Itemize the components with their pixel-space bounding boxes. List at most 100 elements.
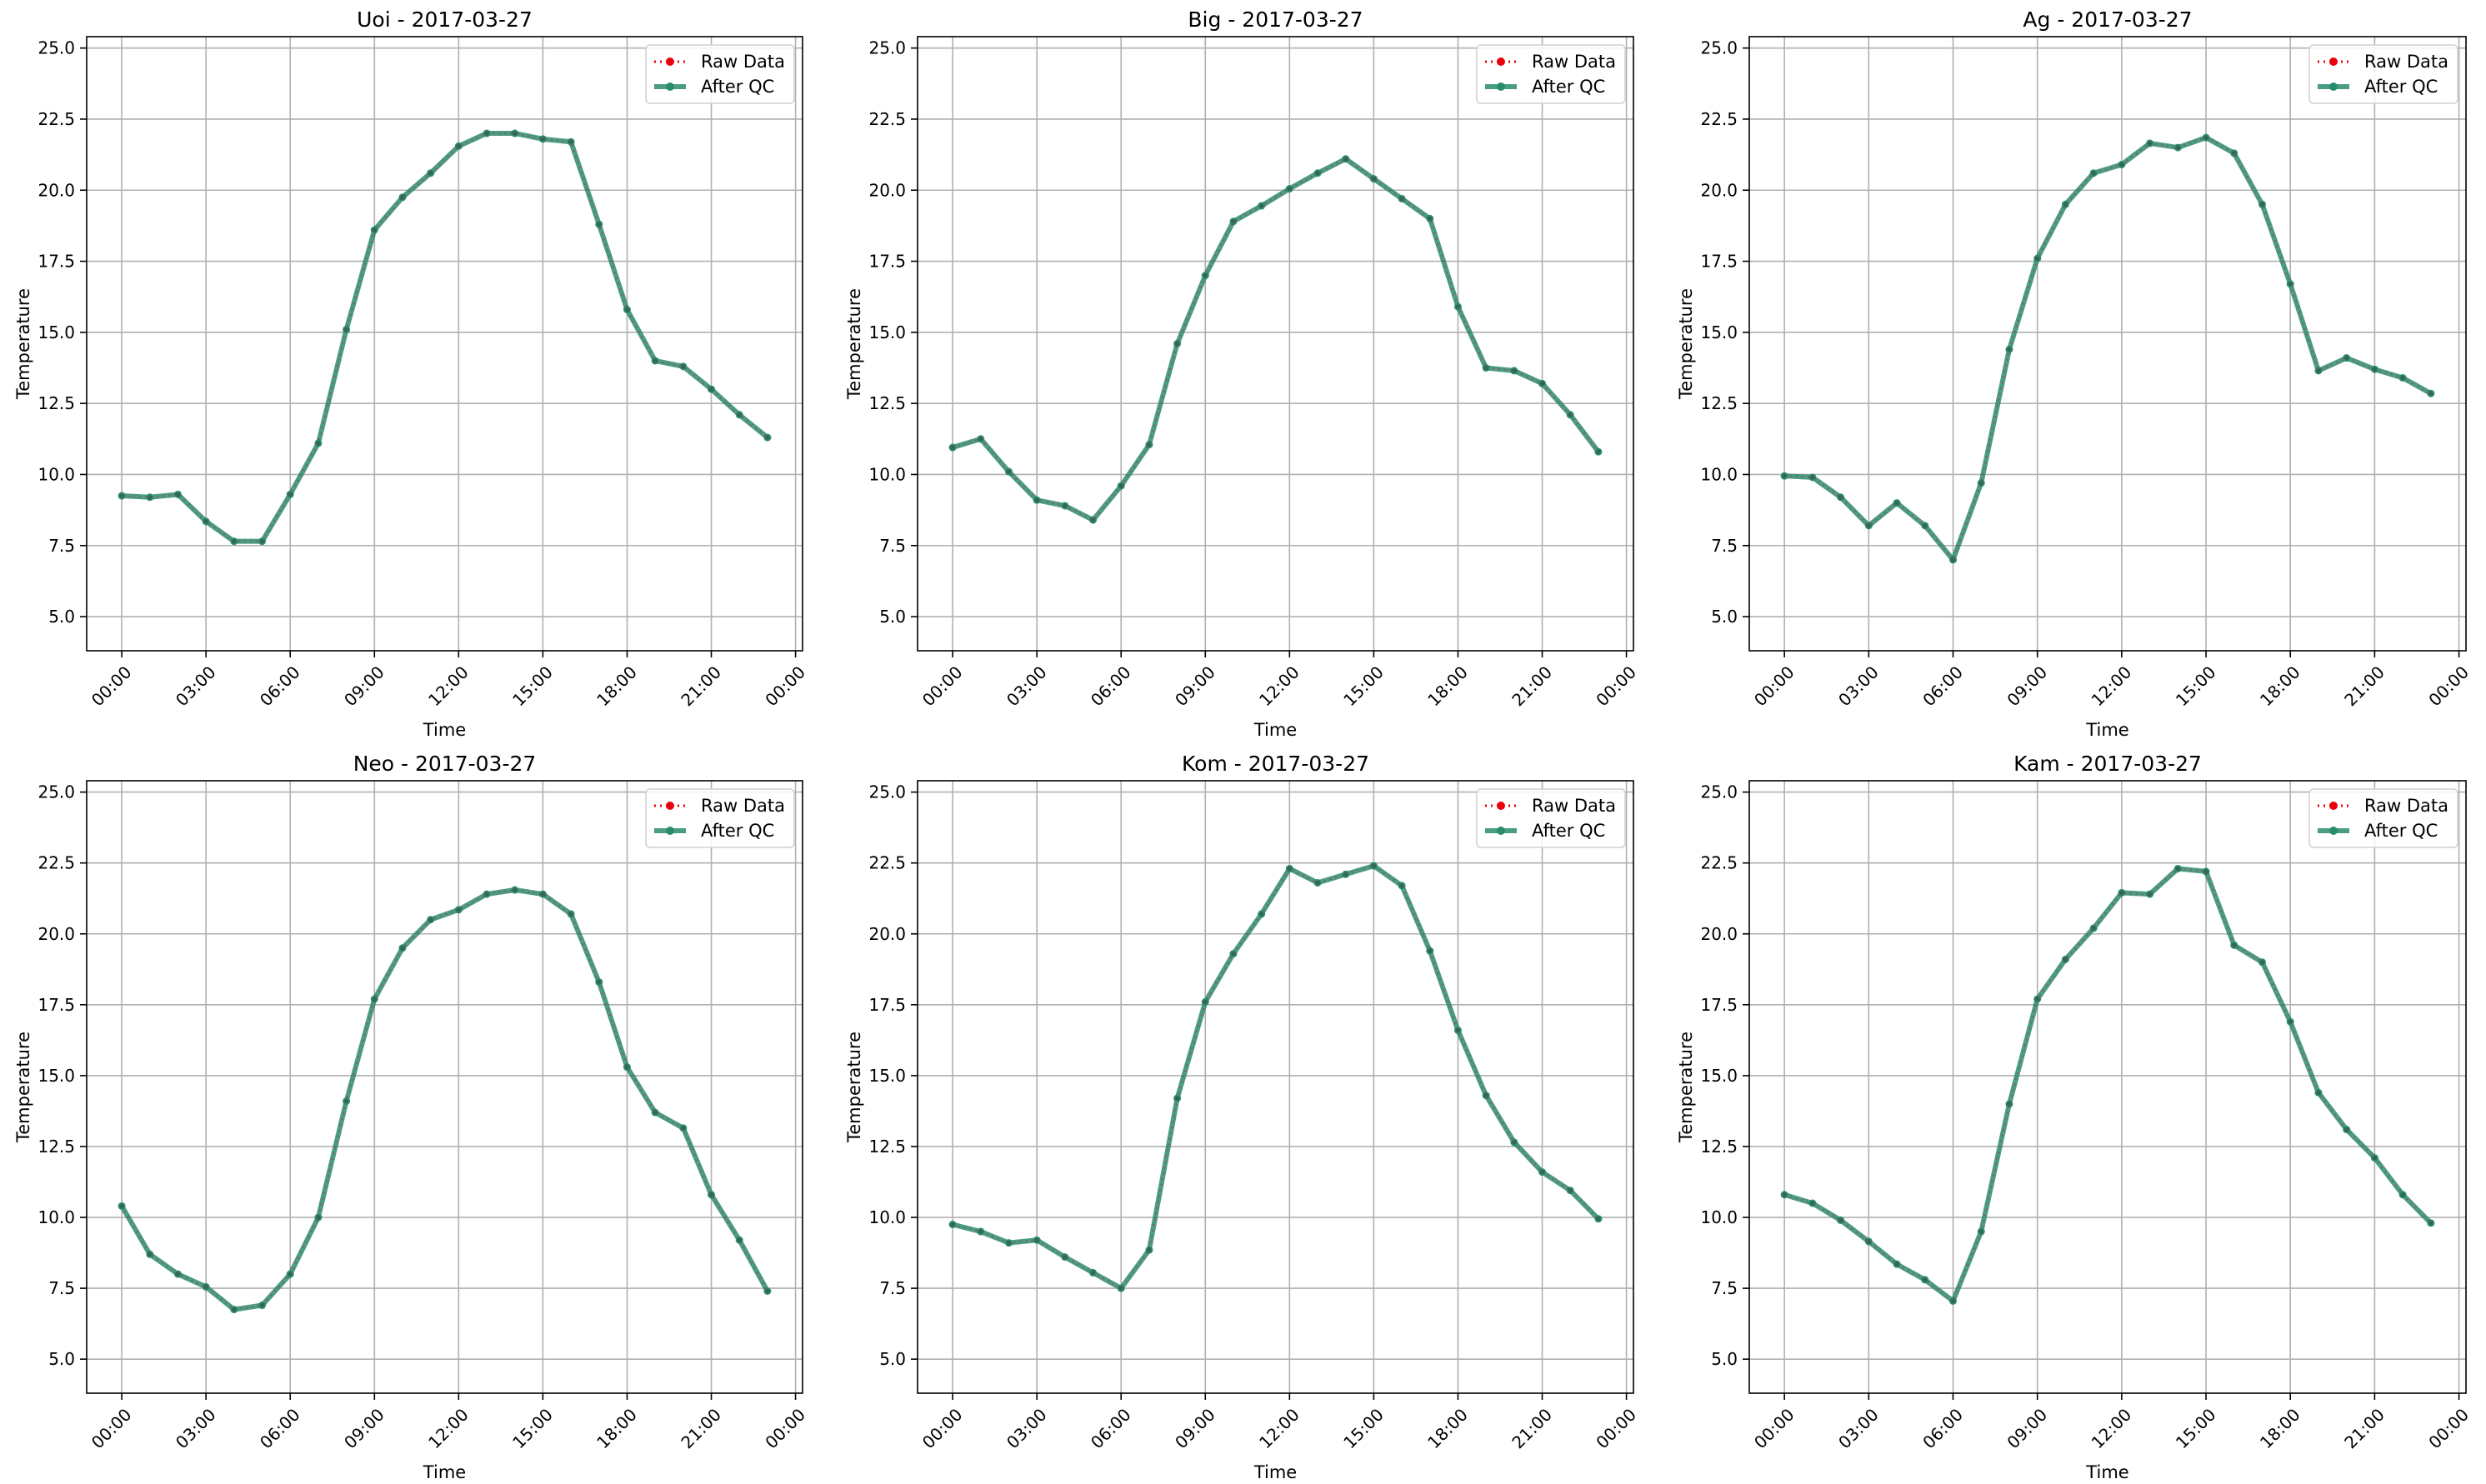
series-after-qc xyxy=(118,129,772,546)
x-tick-label: 00:00 xyxy=(1750,1405,1798,1453)
raw-data-point xyxy=(978,1229,983,1234)
x-axis-label: Time xyxy=(2085,1462,2128,1482)
series-after-qc xyxy=(1780,864,2435,1305)
axes-frame xyxy=(86,780,803,1394)
raw-data-point xyxy=(624,1065,630,1070)
legend-qc-marker xyxy=(666,82,674,91)
raw-data-point xyxy=(1090,1270,1096,1275)
x-tick-label: 09:00 xyxy=(340,662,388,711)
y-tick-label: 15.0 xyxy=(38,322,75,342)
raw-data-point xyxy=(1978,481,1983,486)
x-axis-label: Time xyxy=(423,1462,466,1482)
axes-frame xyxy=(917,780,1634,1394)
x-tick-label: 00:00 xyxy=(2424,1405,2473,1453)
y-tick-label: 20.0 xyxy=(868,180,906,200)
legend-raw-label: Raw Data xyxy=(2364,52,2448,72)
raw-data-point xyxy=(316,441,321,446)
y-tick-label: 20.0 xyxy=(38,180,75,200)
y-tick-label: 10.0 xyxy=(868,464,906,484)
raw-data-point xyxy=(203,1284,208,1289)
y-tick-label: 20.0 xyxy=(1700,180,1738,200)
legend-raw-marker xyxy=(1497,57,1505,66)
y-tick-label: 5.0 xyxy=(1711,607,1738,627)
x-tick-label: 21:00 xyxy=(1508,1405,1556,1453)
y-tick-label: 25.0 xyxy=(868,38,906,58)
after-qc-line xyxy=(119,887,770,1312)
axes-frame xyxy=(917,36,1634,652)
subplot-4: 00:00 03:00 06:00 09:00 12:00 15:00 18:00 21:00… xyxy=(13,752,809,1482)
raw-data-point xyxy=(1838,1217,1843,1223)
x-tick-label: 06:00 xyxy=(1087,1405,1135,1453)
x-tick-label: 12:00 xyxy=(2088,662,2136,711)
legend-qc-label: After QC xyxy=(2364,77,2438,97)
y-tick-label: 10.0 xyxy=(1700,464,1738,484)
series-raw-data xyxy=(950,157,1601,522)
legend-qc-label: After QC xyxy=(701,77,774,97)
raw-data-point xyxy=(2288,1019,2293,1024)
y-tick-label: 10.0 xyxy=(868,1207,906,1227)
x-tick-label: 12:00 xyxy=(424,662,473,711)
raw-data-point xyxy=(2259,202,2265,207)
series-raw-data xyxy=(1782,135,2433,562)
y-tick-label: 20.0 xyxy=(868,924,906,944)
x-tick-label: 18:00 xyxy=(2256,662,2304,711)
raw-data-point xyxy=(2316,1090,2321,1095)
raw-data-point xyxy=(1399,883,1404,888)
raw-data-point xyxy=(597,222,602,227)
raw-data-point xyxy=(1174,341,1180,347)
y-tick-label: 5.0 xyxy=(879,1349,906,1369)
y-tick-label: 22.5 xyxy=(1700,853,1738,873)
raw-data-point xyxy=(456,907,461,912)
raw-data-point xyxy=(2007,347,2012,352)
raw-data-point xyxy=(1287,186,1292,192)
legend-raw-marker xyxy=(1497,802,1505,810)
raw-data-point xyxy=(653,358,658,363)
legend-raw-label: Raw Data xyxy=(1532,52,1616,72)
y-tick-label: 7.5 xyxy=(48,536,75,556)
raw-data-point xyxy=(1118,1286,1123,1291)
legend: Raw Data After QC xyxy=(645,788,795,848)
raw-data-point xyxy=(1596,1217,1601,1222)
x-tick-label: 06:00 xyxy=(1918,662,1967,711)
raw-data-point xyxy=(1923,1277,1928,1282)
raw-data-point xyxy=(2175,866,2180,872)
x-tick-label: 15:00 xyxy=(508,662,557,711)
y-tick-label: 25.0 xyxy=(38,38,75,58)
raw-data-point xyxy=(1006,469,1012,474)
x-tick-label: 21:00 xyxy=(1508,662,1556,711)
series-raw-data xyxy=(119,131,770,544)
x-tick-label: 09:00 xyxy=(340,1405,388,1453)
raw-data-point xyxy=(259,539,265,544)
raw-data-point xyxy=(2232,151,2237,156)
y-axis-label: Temperature xyxy=(13,288,33,400)
y-axis-label: Temperature xyxy=(1676,288,1696,400)
y-tick-label: 22.5 xyxy=(38,109,75,129)
y-tick-label: 5.0 xyxy=(1711,1349,1738,1369)
legend-raw-label: Raw Data xyxy=(701,796,785,816)
raw-data-point xyxy=(148,1252,153,1257)
raw-data-point xyxy=(1315,171,1320,176)
subplot-6: 00:00 03:00 06:00 09:00 12:00 15:00 18:00 21:00… xyxy=(1676,752,2473,1482)
raw-data-point xyxy=(1950,1298,1956,1304)
after-qc-line xyxy=(1783,866,2433,1304)
x-axis-label: Time xyxy=(1253,720,1297,740)
raw-data-point xyxy=(1174,1096,1180,1101)
y-tick-label: 7.5 xyxy=(48,1278,75,1298)
y-tick-label: 5.0 xyxy=(879,607,906,627)
series-raw-data xyxy=(950,863,1601,1291)
y-tick-label: 17.5 xyxy=(38,995,75,1015)
x-tick-label: 03:00 xyxy=(1003,1405,1051,1453)
legend-raw-label: Raw Data xyxy=(1532,796,1616,816)
raw-data-point xyxy=(1343,872,1348,877)
series-raw-data xyxy=(1782,866,2433,1304)
legend-raw-marker xyxy=(2329,57,2338,66)
raw-data-point xyxy=(372,227,377,232)
raw-data-line xyxy=(952,157,1599,522)
x-tick-label: 15:00 xyxy=(508,1405,557,1453)
raw-data-point xyxy=(175,1272,181,1277)
raw-data-line xyxy=(122,132,768,542)
raw-data-point xyxy=(1063,1255,1068,1260)
series-after-qc xyxy=(118,886,772,1314)
x-tick-label: 03:00 xyxy=(1003,662,1051,711)
raw-data-point xyxy=(765,1288,770,1294)
